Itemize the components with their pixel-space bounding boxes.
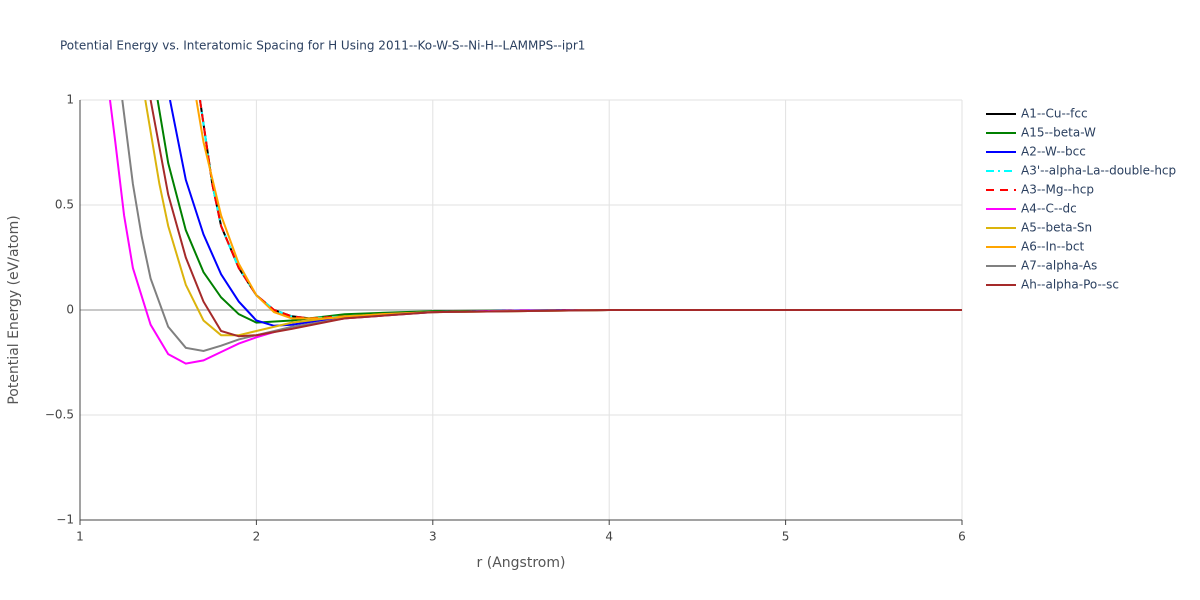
- legend-label: A6--In--bct: [1021, 240, 1085, 254]
- y-tick-label: 1: [66, 93, 74, 107]
- y-axis-title: Potential Energy (eV/atom): [6, 215, 22, 404]
- series-line: [199, 100, 962, 320]
- plot-area: [109, 100, 962, 365]
- legend-label: A2--W--bcc: [1021, 145, 1086, 159]
- series-line: [121, 100, 962, 353]
- series-line: [156, 100, 962, 324]
- legend-label: A7--alpha-As: [1021, 259, 1097, 273]
- series-line: [109, 100, 962, 365]
- legend-label: A15--beta-W: [1021, 126, 1096, 140]
- y-tick-label: −0.5: [45, 408, 74, 422]
- series-line: [195, 100, 962, 320]
- y-tick-label: −1: [56, 513, 74, 527]
- x-tick-label: 4: [605, 530, 613, 544]
- x-tick-label: 1: [76, 530, 84, 544]
- series-line: [149, 100, 962, 338]
- legend: A1--Cu--fcc A15--beta-W A2--W--bcc A3'--alp…: [986, 107, 1176, 292]
- series-line: [199, 100, 962, 320]
- legend-label: A3--Mg--hcp: [1021, 183, 1094, 197]
- x-tick-label: 2: [253, 530, 261, 544]
- legend-label: Ah--alpha-Po--sc: [1021, 278, 1119, 292]
- x-tick-label: 6: [958, 530, 966, 544]
- legend-label: A1--Cu--fcc: [1021, 107, 1088, 121]
- x-tick-label: 5: [782, 530, 790, 544]
- x-tick-label: 3: [429, 530, 437, 544]
- y-tick-label: 0.5: [55, 198, 74, 212]
- series-line: [144, 100, 962, 337]
- chart-title: Potential Energy vs. Interatomic Spacing…: [60, 39, 585, 53]
- series-line: [169, 100, 962, 327]
- y-tick-label: 0: [66, 303, 74, 317]
- legend-label: A3'--alpha-La--double-hcp: [1021, 164, 1176, 178]
- x-axis-title: r (Angstrom): [477, 555, 566, 571]
- legend-label: A4--C--dc: [1021, 202, 1077, 216]
- legend-label: A5--beta-Sn: [1021, 221, 1092, 235]
- series-line: [199, 100, 962, 320]
